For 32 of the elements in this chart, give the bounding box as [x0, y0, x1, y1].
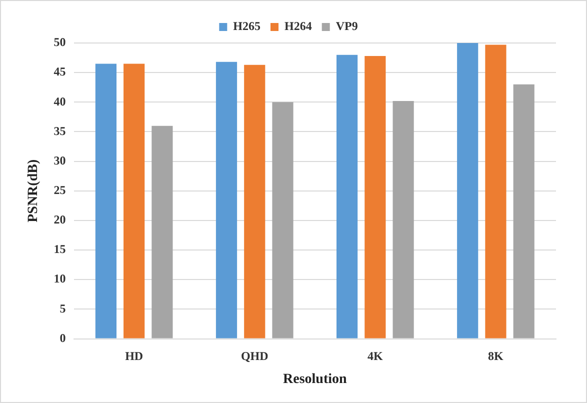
bar: [336, 54, 358, 338]
bar: [457, 43, 478, 338]
bar: [95, 64, 116, 338]
bar: [272, 102, 294, 338]
y-tick-label: 35: [54, 124, 66, 138]
bar: [152, 126, 173, 338]
legend-label: H265: [233, 19, 261, 34]
legend-label: H264: [284, 19, 312, 34]
bar: [364, 56, 386, 338]
bar: [485, 44, 506, 338]
y-tick-label: 50: [54, 35, 66, 50]
bar: [244, 64, 266, 338]
bar: [513, 84, 534, 338]
bar: [392, 100, 414, 338]
x-tick-label: HD: [125, 349, 144, 364]
bar: [216, 62, 238, 338]
y-axis-title: PSNR(dB): [26, 159, 42, 222]
y-tick-label: 15: [54, 242, 66, 256]
x-tick-label: 8K: [488, 349, 504, 364]
y-tick-label: 10: [54, 272, 66, 286]
y-tick-label: 30: [54, 153, 66, 168]
y-tick-label: 40: [54, 94, 66, 108]
x-tick-label: 4K: [368, 349, 384, 364]
y-tick-label: 0: [60, 330, 66, 345]
x-axis-title: Resolution: [283, 372, 347, 388]
x-tick-label: QHD: [240, 349, 269, 364]
legend-label: VP9: [336, 19, 358, 34]
y-tick-label: 5: [60, 301, 66, 316]
y-tick-label: 25: [54, 182, 66, 197]
y-tick-label: 45: [54, 64, 66, 79]
y-tick-label: 20: [54, 212, 66, 227]
bar: [124, 64, 145, 338]
